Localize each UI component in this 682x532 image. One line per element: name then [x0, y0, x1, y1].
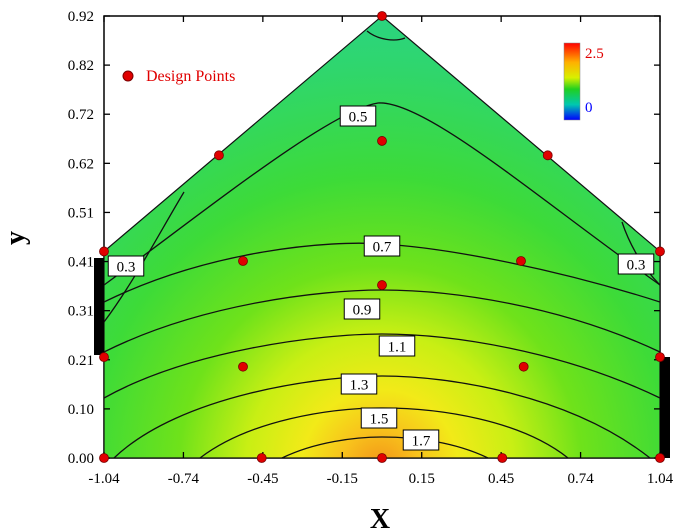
contour-label-0.5: 0.5	[339, 105, 377, 127]
contour-0.3-right	[621, 221, 660, 286]
contour-label-1.5: 1.5	[360, 407, 398, 429]
contour-label-0.3: 0.3	[107, 255, 145, 277]
svg-text:1.1: 1.1	[388, 340, 407, 356]
colorbar-min-label: 0	[585, 100, 593, 116]
contour-lines	[104, 30, 660, 458]
x-tick-labels: -1.04 -0.74 -0.45 -0.15 0.15 0.45 0.74 1.04	[88, 471, 673, 487]
y-tick-label: 0.21	[68, 353, 94, 369]
colorbar-gradient	[563, 42, 581, 121]
contour-labels: 0.3 0.5 0.7 0.9 1.1 1.3 1.5 1.7 0.3	[107, 105, 655, 451]
design-point	[256, 453, 267, 463]
svg-text:0.7: 0.7	[373, 240, 392, 256]
contour-label-1.7: 1.7	[402, 429, 440, 451]
design-point	[238, 256, 248, 266]
legend-marker	[122, 70, 134, 82]
y-tick-label: 0.10	[68, 402, 94, 418]
contour-label-1.1: 1.1	[378, 335, 416, 357]
svg-text:1.5: 1.5	[370, 412, 389, 428]
colorbar-max-label: 2.5	[585, 46, 604, 62]
x-axis-label: X	[370, 504, 390, 532]
colorbar: 2.5 0	[563, 42, 604, 121]
contour-0.5	[104, 102, 660, 286]
y-tick-label: 0.82	[68, 58, 94, 74]
design-point	[516, 256, 526, 266]
contour-1.1	[104, 333, 660, 399]
contour-label-0.9: 0.9	[343, 298, 381, 320]
design-point	[99, 453, 109, 463]
legend-label: Design Points	[146, 68, 235, 85]
boundary-bar-left	[94, 258, 104, 355]
design-point	[497, 453, 508, 463]
design-point	[99, 352, 109, 363]
design-point	[655, 453, 665, 463]
svg-text:0.9: 0.9	[353, 303, 372, 319]
svg-text:1.3: 1.3	[350, 378, 369, 394]
contour-0.9	[104, 289, 660, 353]
design-point	[655, 352, 665, 363]
y-tick-label: 0.72	[68, 107, 94, 123]
boundary-bars	[94, 258, 670, 458]
svg-text:1.7: 1.7	[412, 434, 431, 450]
x-tick-label: 0.15	[409, 471, 435, 487]
x-tick-label: 0.74	[567, 471, 594, 487]
contour-label-0.3: 0.3	[617, 253, 655, 275]
y-tick-label: 0.92	[68, 9, 94, 25]
design-point	[518, 361, 529, 372]
design-point	[377, 136, 387, 146]
design-point	[542, 150, 553, 161]
svg-text:0.3: 0.3	[117, 260, 136, 276]
x-tick-label: -0.15	[327, 471, 358, 487]
y-tick-label: 0.51	[68, 205, 94, 221]
design-point	[99, 246, 109, 257]
svg-text:0.5: 0.5	[349, 110, 368, 126]
design-point	[655, 246, 665, 257]
design-point	[377, 11, 387, 21]
x-tick-label: 0.45	[488, 471, 514, 487]
contour-label-1.3: 1.3	[340, 373, 378, 395]
y-tick-label: 0.31	[68, 304, 94, 320]
contour-1.7	[281, 436, 489, 458]
svg-text:0.3: 0.3	[627, 258, 646, 274]
contour-1.3	[113, 375, 651, 458]
y-tick-labels: 0.00 0.10 0.21 0.31 0.41 0.51 0.62 0.72 0.82 0.92	[68, 9, 94, 467]
contour-0.3-left	[104, 191, 185, 323]
design-point	[377, 280, 387, 290]
design-points	[99, 11, 665, 463]
boundary-bar-right	[660, 357, 670, 458]
x-tick-label: -1.04	[88, 471, 120, 487]
design-point	[238, 361, 248, 372]
y-tick-label: 0.41	[68, 255, 94, 271]
legend: Design Points	[122, 68, 235, 85]
design-point	[377, 453, 387, 463]
y-axis-label: y	[0, 231, 31, 245]
x-tick-label: -0.45	[247, 471, 278, 487]
y-tick-label: 0.62	[68, 156, 94, 172]
contour-label-0.7: 0.7	[363, 235, 401, 257]
x-tick-label: 1.04	[647, 471, 674, 487]
y-tick-label: 0.00	[68, 451, 94, 467]
x-tick-label: -0.74	[168, 471, 200, 487]
contour-top-cap	[366, 30, 406, 41]
design-point	[214, 150, 224, 161]
